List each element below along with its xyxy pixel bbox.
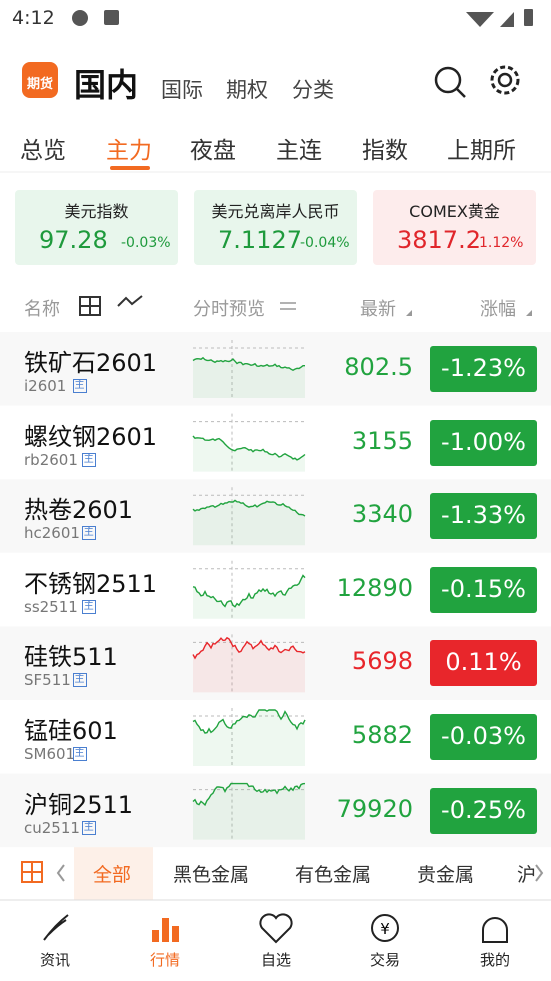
sparkline: [192, 356, 305, 371]
nav-item[interactable]: 交易: [369, 951, 400, 969]
card-change: -0.03%: [121, 235, 171, 251]
row-name[interactable]: 锰硅601: [24, 717, 118, 745]
row-price: 79920: [336, 794, 413, 823]
spark-area: [193, 783, 305, 840]
change-badge: [430, 566, 537, 613]
row-price: 3155: [351, 426, 413, 455]
row-price: 12890: [336, 573, 413, 602]
nav-item[interactable]: 行情: [149, 951, 180, 969]
row-change: -1.23%: [441, 354, 526, 382]
logo-text: 期货: [27, 77, 54, 92]
tab-underline: [110, 166, 150, 170]
sub-tab[interactable]: 总览: [20, 138, 66, 164]
change-badge: [430, 787, 537, 834]
row-change: -0.03%: [441, 722, 526, 750]
row-code: ss2511: [24, 597, 78, 616]
filter-tab[interactable]: 贵金属: [417, 864, 475, 886]
sparkline: [192, 574, 306, 608]
card-name: 美元兑离岸人民币: [211, 202, 340, 221]
filter-tab[interactable]: 有色金属: [295, 864, 372, 886]
svg-text:¥: ¥: [380, 920, 390, 938]
index-card[interactable]: [373, 190, 536, 265]
row-name[interactable]: 螺纹钢2601: [24, 422, 158, 451]
sub-tab[interactable]: 主力: [106, 138, 152, 164]
spark-area: [193, 436, 305, 472]
row-change: -0.15%: [441, 574, 526, 603]
row-change: -0.25%: [441, 795, 526, 824]
sparkline: [192, 709, 306, 734]
spark-area: [193, 500, 305, 546]
row-code: SF511: [24, 671, 71, 690]
clock: 4:12: [12, 7, 55, 29]
change-badge: [430, 493, 537, 540]
sub-tab[interactable]: 主连: [276, 138, 322, 164]
col-latest: 最新: [360, 299, 396, 320]
row-name[interactable]: 热卷2601: [24, 496, 134, 525]
change-badge: [430, 419, 537, 466]
change-badge: [430, 714, 537, 760]
row-code: SM601: [24, 745, 76, 763]
card-name: COMEX黄金: [409, 202, 500, 221]
card-change: -0.04%: [300, 235, 350, 251]
row-code: hc2601: [24, 524, 80, 543]
header-title: 国内: [74, 66, 139, 104]
change-badge: [430, 640, 537, 687]
nav-item[interactable]: 我的: [479, 951, 510, 969]
filter-tab[interactable]: 全部: [93, 864, 132, 886]
header-tab[interactable]: 期权: [226, 78, 268, 102]
row-price: 3340: [351, 500, 413, 529]
col-preview: 分时预览: [193, 299, 265, 320]
card-name: 美元指数: [64, 202, 129, 221]
sparkline: [192, 782, 306, 807]
row-code: cu2511: [24, 818, 80, 837]
sub-tab[interactable]: 上期所: [447, 138, 516, 164]
col-change: 涨幅: [480, 299, 516, 320]
card-price: 97.28: [39, 226, 108, 254]
sparkline: [192, 636, 306, 660]
row-price: 5698: [351, 647, 413, 676]
col-name: 名称: [24, 299, 60, 320]
header-tab[interactable]: 分类: [292, 78, 334, 102]
row-name[interactable]: 不锈钢2511: [24, 569, 158, 598]
row-code: i2601: [24, 377, 67, 395]
sub-tab[interactable]: 指数: [362, 138, 408, 164]
row-tag: 主: [72, 747, 87, 761]
row-name[interactable]: 硅铁511: [24, 643, 118, 672]
row-code: rb2601: [24, 450, 78, 469]
nav-item[interactable]: 资讯: [39, 951, 70, 969]
row-change: -1.00%: [441, 427, 526, 456]
row-tag: 主: [72, 673, 87, 688]
index-card[interactable]: [194, 190, 357, 265]
row-name[interactable]: 铁矿石2601: [24, 349, 158, 377]
filter-tab[interactable]: 沪: [517, 864, 537, 886]
spark-area: [193, 575, 305, 619]
row-tag: 主: [81, 452, 96, 467]
row-price: 5882: [351, 721, 413, 749]
row-name[interactable]: 沪铜2511: [24, 790, 134, 819]
row-price: 802.5: [344, 353, 413, 381]
spark-area: [193, 637, 305, 693]
row-tag: 主: [81, 599, 96, 614]
row-change: 0.11%: [445, 648, 522, 677]
row-tag: 主: [72, 379, 87, 393]
change-badge: [430, 346, 537, 392]
filter-tab[interactable]: 黑色金属: [173, 864, 250, 886]
row-tag: 主: [81, 526, 96, 541]
nav-item[interactable]: 自选: [260, 951, 291, 969]
row-tag: 主: [81, 820, 96, 835]
index-card[interactable]: [15, 190, 178, 265]
sub-tab[interactable]: 夜盘: [190, 138, 236, 164]
card-price: 3817.2: [397, 226, 481, 254]
spark-area: [193, 357, 305, 398]
card-change: 1.12%: [479, 235, 524, 251]
spark-area: [193, 710, 305, 766]
sparkline: [192, 435, 306, 461]
sparkline: [192, 499, 306, 517]
header-tab[interactable]: 国际: [161, 78, 203, 102]
card-price: 7.1127: [218, 226, 302, 254]
row-change: -1.33%: [441, 501, 526, 530]
